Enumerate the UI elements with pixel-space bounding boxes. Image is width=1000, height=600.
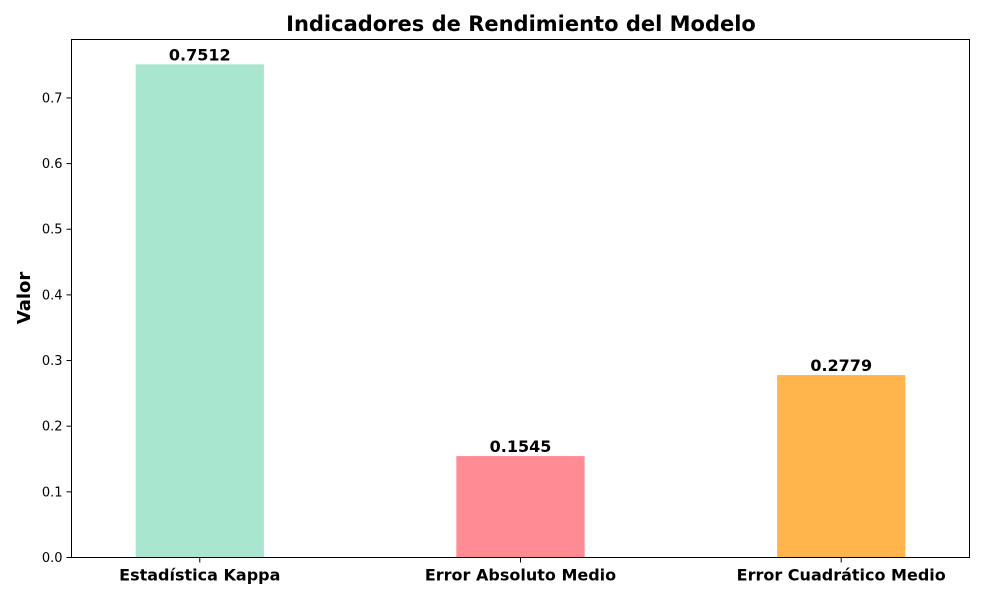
x-tick-label: Error Absoluto Medio [425, 566, 616, 585]
y-tick-label: 0.2 [42, 420, 63, 435]
y-tick-label: 0.0 [42, 551, 63, 566]
chart-title: Indicadores de Rendimiento del Modelo [286, 12, 756, 36]
y-tick-label: 0.6 [42, 157, 63, 172]
y-tick-label: 0.5 [42, 223, 63, 238]
bar [135, 64, 264, 558]
plot-area: 0.0 0.1 0.2 0.3 0.4 0.5 0.6 0.7 0.7512 Estadístic… [42, 45, 946, 584]
bar-value-label: 0.1545 [490, 437, 552, 456]
y-tick-label: 0.1 [42, 485, 63, 500]
y-tick-label: 0.4 [42, 288, 63, 303]
bar-value-label: 0.2779 [810, 356, 872, 375]
bar [456, 456, 585, 558]
y-tick-label: 0.7 [42, 91, 63, 106]
plot-frame [71, 39, 970, 558]
x-tick-label: Estadística Kappa [119, 566, 280, 585]
x-tick-label: Error Cuadrático Medio [737, 566, 946, 585]
bar [777, 375, 906, 558]
y-axis-label: Valor [14, 272, 35, 325]
bar-value-label: 0.7512 [169, 45, 231, 64]
y-tick-label: 0.3 [42, 354, 63, 369]
